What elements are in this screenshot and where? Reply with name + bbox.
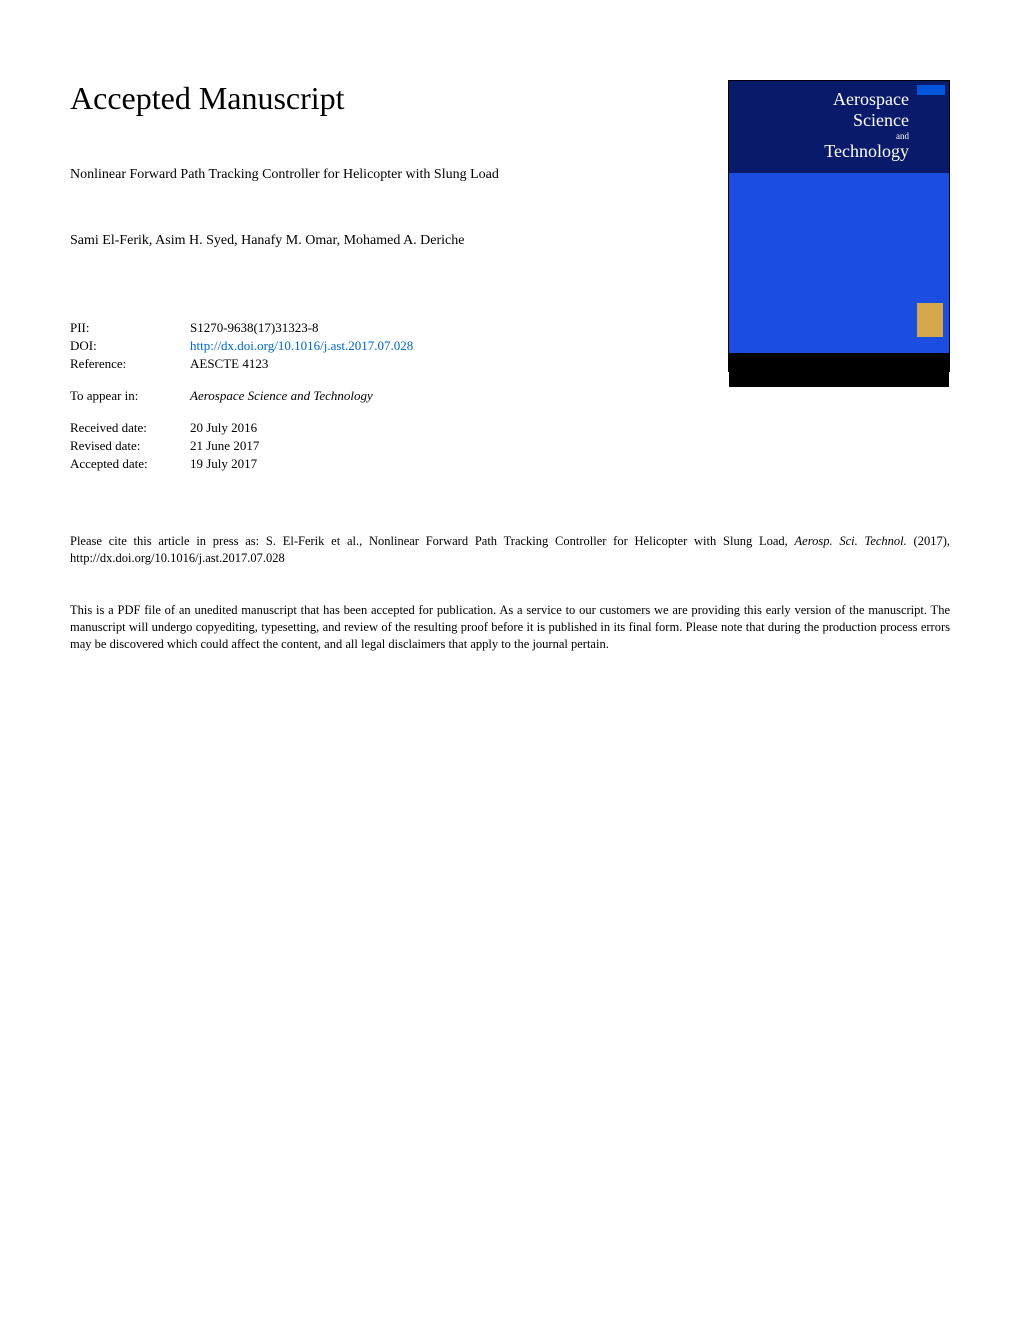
disclaimer-text: This is a PDF file of an unedited manusc… — [70, 602, 950, 653]
reference-value: AESCTE 4123 — [190, 355, 413, 373]
pii-label: PII: — [70, 319, 190, 337]
elsevier-logo-icon — [917, 303, 943, 337]
header-section: Accepted Manuscript Nonlinear Forward Pa… — [70, 80, 950, 473]
cover-title-line3: Technology — [741, 141, 909, 162]
accepted-row: Accepted date: 19 July 2017 — [70, 455, 413, 473]
cover-title-and: and — [741, 131, 909, 141]
received-label: Received date: — [70, 419, 190, 437]
cover-header: Aerospace Science and Technology — [729, 81, 949, 173]
journal-cover-thumbnail: Aerospace Science and Technology — [728, 80, 950, 372]
received-value: 20 July 2016 — [190, 419, 413, 437]
cover-bottom — [729, 353, 949, 387]
revised-value: 21 June 2017 — [190, 437, 413, 455]
left-content: Accepted Manuscript Nonlinear Forward Pa… — [70, 80, 728, 473]
authors-list: Sami El-Ferik, Asim H. Syed, Hanafy M. O… — [70, 233, 688, 249]
doi-link[interactable]: http://dx.doi.org/10.1016/j.ast.2017.07.… — [190, 338, 413, 353]
pii-row: PII: S1270-9638(17)31323-8 — [70, 319, 413, 337]
pii-value: S1270-9638(17)31323-8 — [190, 319, 413, 337]
reference-row: Reference: AESCTE 4123 — [70, 355, 413, 373]
page-container: Accepted Manuscript Nonlinear Forward Pa… — [0, 0, 1020, 712]
reference-label: Reference: — [70, 355, 190, 373]
doi-row: DOI: http://dx.doi.org/10.1016/j.ast.201… — [70, 337, 413, 355]
doi-label: DOI: — [70, 337, 190, 355]
accepted-manuscript-heading: Accepted Manuscript — [70, 80, 688, 117]
cover-title-line1: Aerospace — [741, 89, 909, 110]
metadata-table: PII: S1270-9638(17)31323-8 DOI: http://d… — [70, 319, 413, 473]
appear-row: To appear in: Aerospace Science and Tech… — [70, 387, 413, 405]
revised-row: Revised date: 21 June 2017 — [70, 437, 413, 455]
appear-value: Aerospace Science and Technology — [190, 388, 373, 403]
appear-label: To appear in: — [70, 387, 190, 405]
citation-journal: Aerosp. Sci. Technol. — [795, 534, 907, 548]
accepted-label: Accepted date: — [70, 455, 190, 473]
accepted-value: 19 July 2017 — [190, 455, 413, 473]
revised-label: Revised date: — [70, 437, 190, 455]
citation-prefix: Please cite this article in press as: S.… — [70, 534, 795, 548]
cover-badge-icon — [917, 85, 945, 95]
cover-middle — [729, 173, 949, 353]
paper-title: Nonlinear Forward Path Tracking Controll… — [70, 167, 688, 183]
citation-text: Please cite this article in press as: S.… — [70, 533, 950, 567]
received-row: Received date: 20 July 2016 — [70, 419, 413, 437]
cover-title-line2: Science — [741, 110, 909, 131]
